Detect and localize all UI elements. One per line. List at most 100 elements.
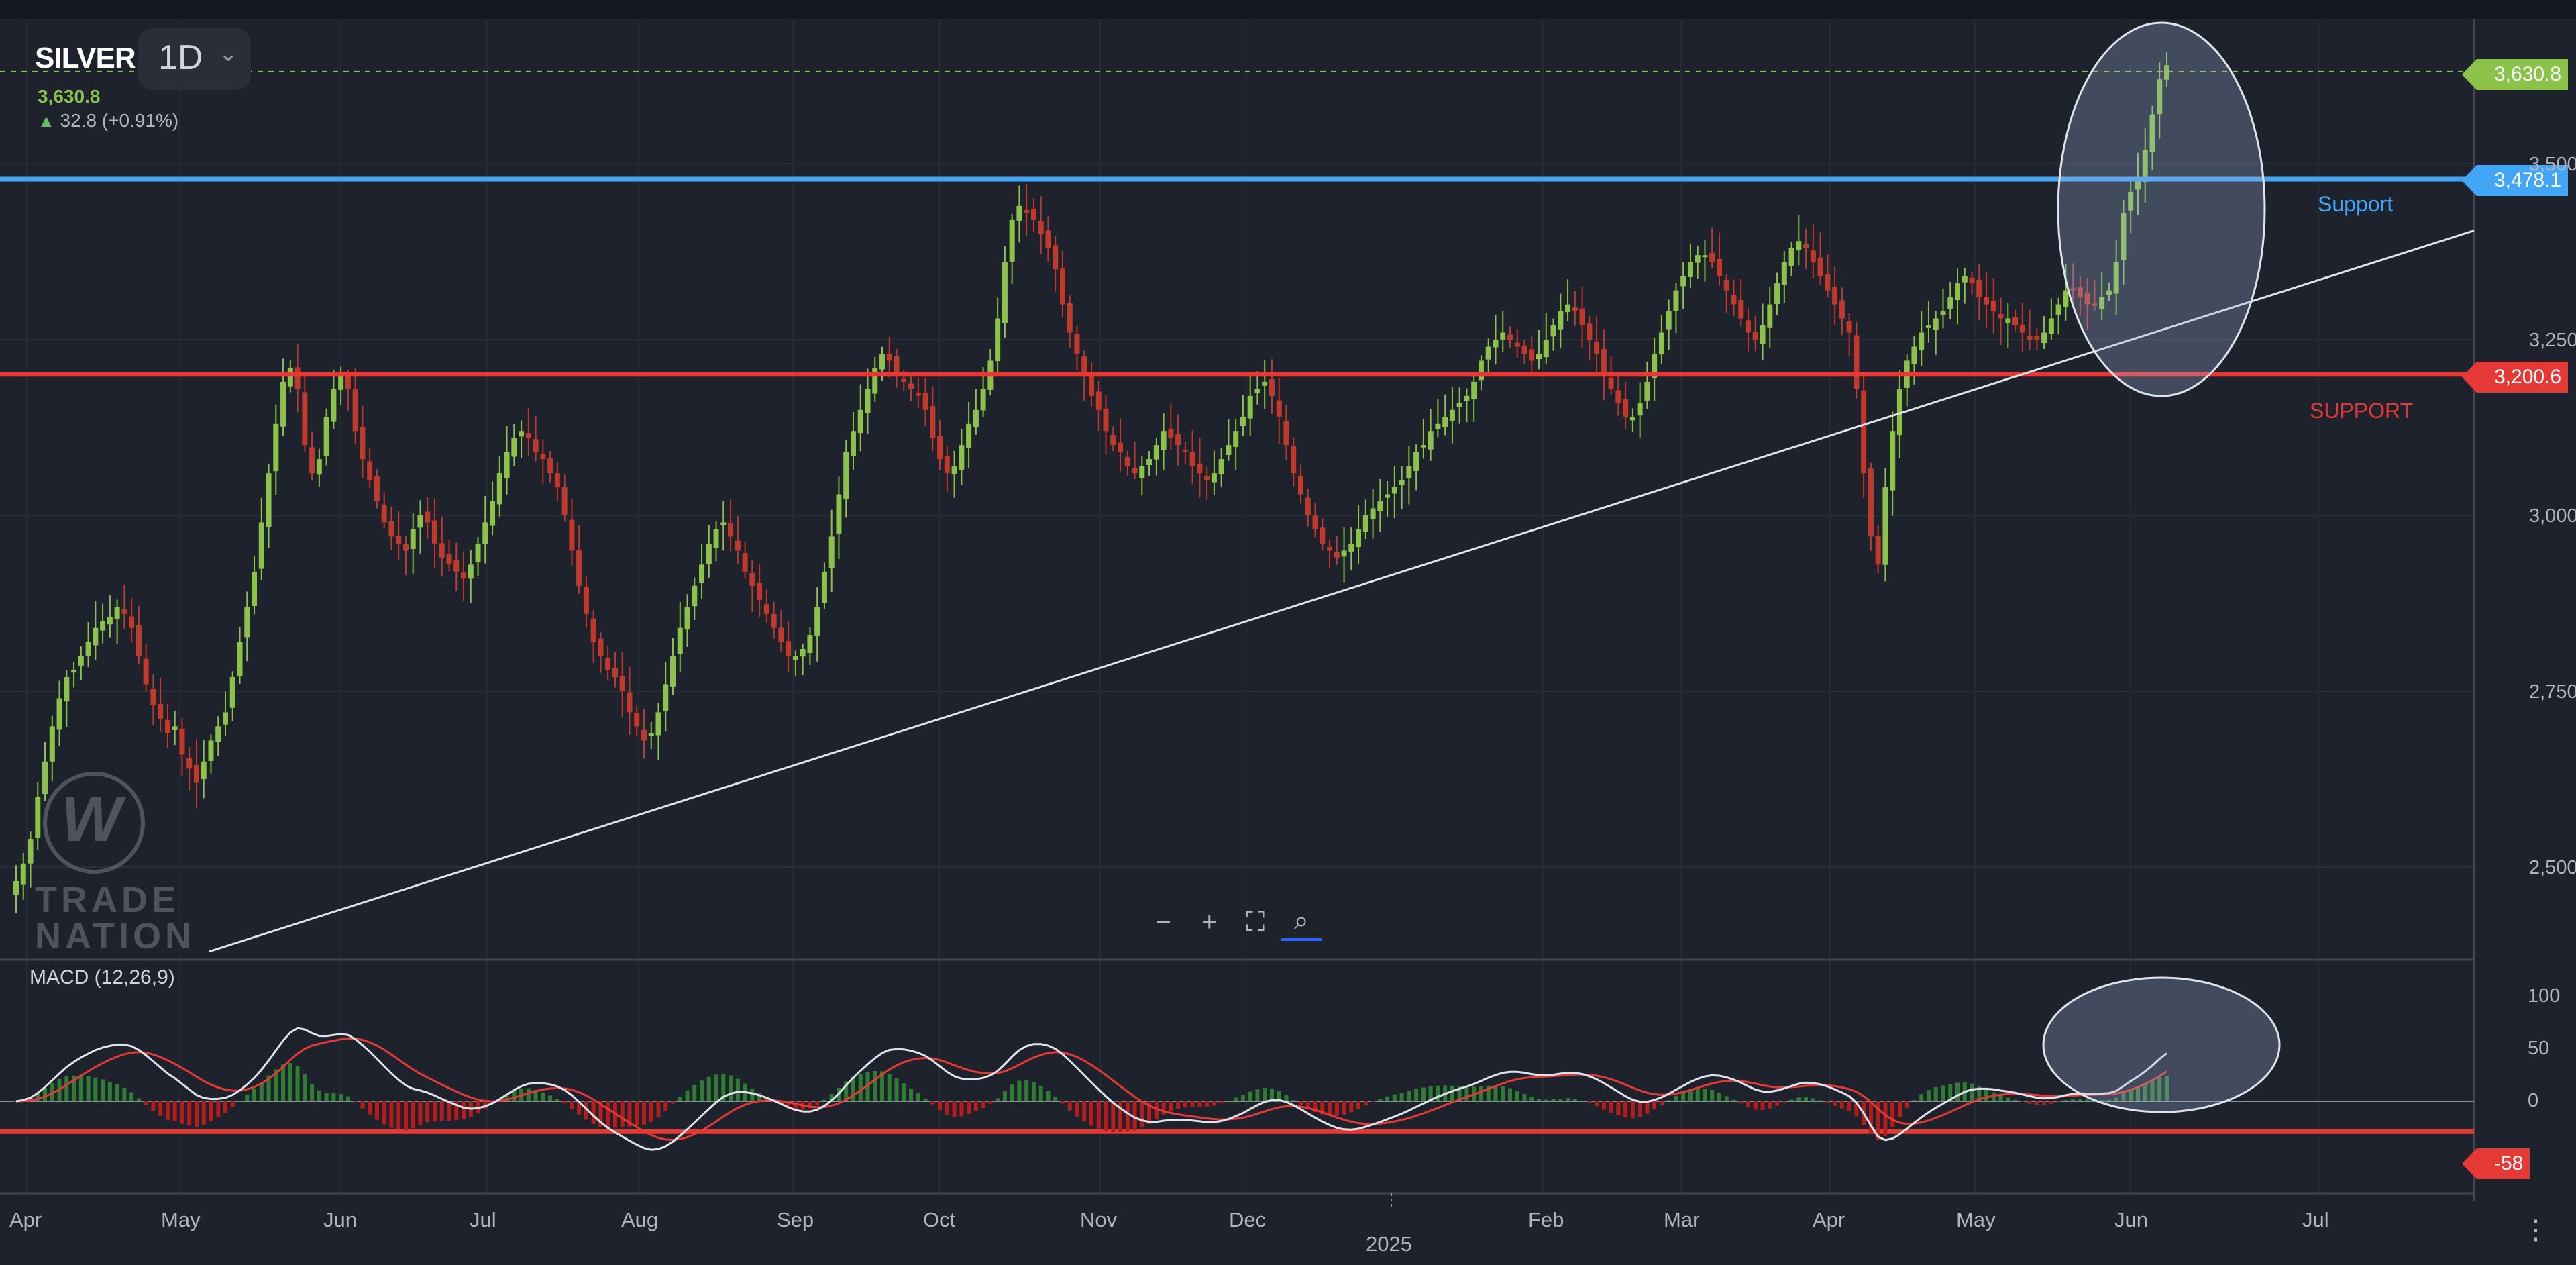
x-tick-label: Jun bbox=[2114, 1208, 2148, 1231]
candle-body bbox=[894, 356, 900, 375]
macd-histogram-bar bbox=[1320, 1101, 1325, 1115]
candle-body bbox=[1103, 408, 1109, 432]
macd-histogram-bar bbox=[209, 1101, 213, 1121]
macd-histogram-bar bbox=[916, 1093, 920, 1101]
candle-body bbox=[1644, 381, 1650, 401]
candle-body bbox=[1543, 340, 1549, 358]
minus-icon[interactable]: − bbox=[1155, 907, 1171, 937]
macd-histogram-bar bbox=[1111, 1101, 1116, 1133]
candle-body bbox=[85, 642, 91, 656]
macd-title[interactable]: MACD (12,26,9) bbox=[30, 966, 175, 989]
candle-body bbox=[1788, 248, 1794, 266]
candle-body bbox=[1976, 279, 1982, 298]
candle-body bbox=[886, 354, 892, 361]
candle-body bbox=[821, 571, 827, 603]
candle-body bbox=[1456, 403, 1462, 407]
macd-histogram-bar bbox=[1240, 1095, 1245, 1101]
macd-histogram-bar bbox=[1984, 1089, 1989, 1101]
candle-body bbox=[2113, 262, 2119, 294]
macd-histogram-bar bbox=[1248, 1091, 1252, 1101]
macd-histogram-bar bbox=[2150, 1080, 2155, 1101]
candle-body bbox=[1723, 280, 1729, 291]
macd-histogram-bar bbox=[281, 1064, 286, 1101]
macd-histogram-bar bbox=[1926, 1090, 1931, 1101]
macd-histogram-bar bbox=[829, 1094, 834, 1101]
last-price-label: 3,630.8 bbox=[2461, 59, 2569, 90]
macd-histogram-bar bbox=[1190, 1101, 1195, 1107]
symbol-name[interactable]: SILVER bbox=[35, 42, 136, 74]
macd-histogram-bar bbox=[786, 1101, 791, 1109]
macd-histogram-bar bbox=[815, 1101, 820, 1105]
candle-body bbox=[1587, 323, 1593, 340]
macd-histogram-bar bbox=[2106, 1099, 2111, 1101]
macd-line bbox=[15, 1027, 2167, 1151]
candle-body bbox=[944, 456, 950, 474]
macd-histogram-bar bbox=[2063, 1100, 2068, 1101]
zoom-icon[interactable]: ⌕ bbox=[1281, 903, 1322, 941]
candle-body bbox=[222, 712, 228, 725]
candle-body bbox=[302, 392, 308, 446]
candle-body bbox=[757, 583, 763, 600]
macd-histogram-bar bbox=[1219, 1101, 1224, 1104]
macd-histogram-bar bbox=[526, 1088, 531, 1101]
macd-histogram-bar bbox=[1904, 1101, 1909, 1108]
macd-histogram-bar bbox=[223, 1101, 227, 1113]
candle-body bbox=[186, 758, 193, 769]
macd-histogram-bar bbox=[1421, 1087, 1426, 1101]
more-vertical-icon[interactable]: ⋮ bbox=[2522, 1215, 2549, 1245]
candle-body bbox=[771, 613, 777, 628]
macd-histogram-bar bbox=[389, 1101, 394, 1128]
highlight-ellipse-price bbox=[2057, 21, 2266, 397]
candle-body bbox=[1276, 400, 1282, 417]
candle-body bbox=[1990, 300, 1996, 312]
macd-histogram-bar bbox=[1630, 1101, 1635, 1119]
candle-body bbox=[1449, 409, 1455, 421]
macd-histogram-bar bbox=[107, 1082, 112, 1101]
macd-histogram-bar bbox=[1450, 1085, 1454, 1101]
candle-body bbox=[1045, 230, 1051, 248]
macd-histogram-bar bbox=[2006, 1097, 2010, 1101]
macd-histogram-bar bbox=[2100, 1100, 2104, 1101]
macd-histogram-bar bbox=[151, 1101, 156, 1111]
x-tick-label: Sep bbox=[777, 1208, 814, 1231]
candle-body bbox=[1832, 287, 1838, 305]
plus-icon[interactable]: + bbox=[1201, 907, 1218, 937]
macd-histogram-bar bbox=[606, 1101, 610, 1128]
candle-body bbox=[1067, 303, 1073, 333]
candle-body bbox=[1362, 515, 1368, 532]
macd-histogram-bar bbox=[1587, 1101, 1592, 1104]
macd-histogram-bar bbox=[418, 1101, 423, 1125]
macd-histogram-bar bbox=[1161, 1101, 1166, 1115]
macd-histogram-bar bbox=[1825, 1101, 1830, 1103]
candle-body bbox=[280, 381, 286, 427]
candle-body bbox=[1680, 276, 1686, 287]
timeframe-selector[interactable]: 1D ⌄ bbox=[138, 28, 251, 90]
macd-histogram-bar bbox=[230, 1101, 235, 1107]
macd-histogram-bar bbox=[1399, 1093, 1404, 1101]
macd-histogram-bar bbox=[1349, 1101, 1354, 1113]
candle-body bbox=[331, 389, 337, 422]
candle-body bbox=[1118, 442, 1124, 452]
candle-body bbox=[78, 656, 84, 666]
candle-body bbox=[1760, 325, 1766, 344]
candle-body bbox=[482, 522, 488, 544]
candle-body bbox=[2063, 290, 2069, 307]
candle-body bbox=[1334, 552, 1340, 558]
candle-body bbox=[720, 522, 727, 525]
candle-body bbox=[237, 642, 243, 676]
candle-body bbox=[865, 389, 871, 414]
candle-body bbox=[1211, 473, 1217, 483]
macd-histogram-bar bbox=[1897, 1101, 1902, 1117]
candle-body bbox=[338, 374, 344, 390]
y-tick-label: 3,000.0 bbox=[2529, 505, 2576, 527]
timeframe-label: 1D bbox=[158, 38, 203, 77]
candle-body bbox=[1240, 417, 1246, 427]
fullscreen-icon[interactable]: ⛶ bbox=[1246, 907, 1265, 937]
macd-tick-label: 100 bbox=[2528, 985, 2561, 1007]
macd-histogram-bar bbox=[216, 1101, 221, 1117]
candle-body bbox=[1984, 297, 1990, 305]
macd-histogram-bar bbox=[757, 1093, 762, 1101]
candle-body bbox=[901, 378, 907, 382]
